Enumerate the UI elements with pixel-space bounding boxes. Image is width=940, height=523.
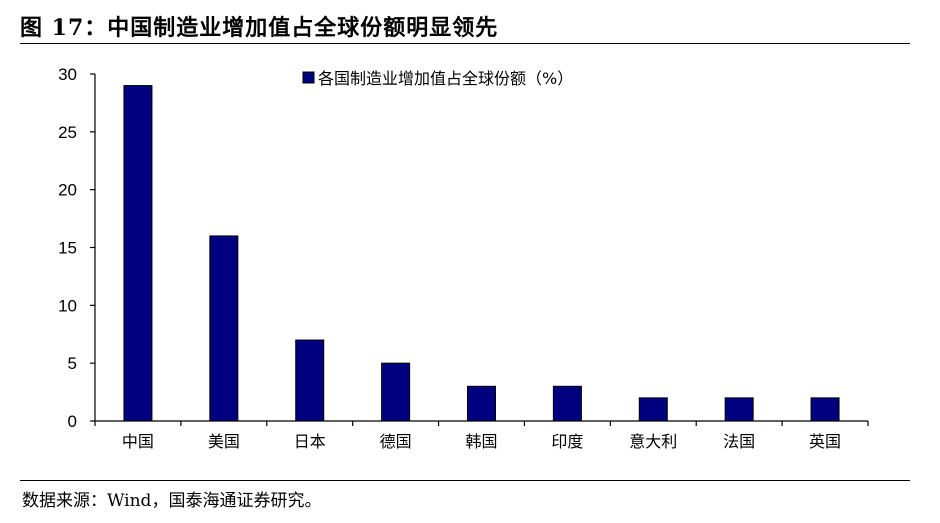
x-tick-label: 法国 (723, 432, 755, 451)
x-tick-label: 德国 (380, 432, 412, 451)
y-tick-label: 10 (58, 296, 77, 315)
bar (552, 385, 582, 422)
x-tick-label: 美国 (208, 432, 240, 451)
x-tick-label: 意大利 (629, 432, 677, 451)
x-tick-label: 日本 (294, 432, 326, 451)
title-rule (20, 43, 910, 44)
x-tick-label: 英国 (809, 432, 841, 451)
bar (209, 235, 239, 422)
legend-label: 各国制造业增加值占全球份额（%） (318, 69, 573, 88)
bar-series (123, 85, 840, 422)
x-axis: 中国 美国 日本 德国 韩国 印度 意大利 法国 英国 (94, 420, 869, 451)
legend: 各国制造业增加值占全球份额（%） (302, 69, 573, 88)
source-note: 数据来源：Wind，国泰海通证券研究。 (22, 491, 322, 511)
source-rule (20, 480, 910, 481)
bar (810, 397, 840, 422)
y-tick-label: 25 (58, 123, 77, 142)
figure-title: 图 17：中国制造业增加值占全球份额明显领先 (20, 15, 499, 41)
bar (381, 362, 411, 422)
x-tick-label: 中国 (122, 432, 154, 451)
bar (638, 397, 668, 422)
bar (295, 339, 325, 422)
x-tick-label: 印度 (551, 432, 583, 451)
bar (724, 397, 754, 422)
bar (123, 85, 153, 422)
y-tick-label: 0 (68, 412, 77, 431)
bar (467, 385, 496, 422)
y-tick-label: 15 (58, 239, 77, 258)
y-tick-label: 5 (68, 354, 77, 373)
x-tick-label: 韩国 (465, 432, 497, 451)
y-axis: 0 5 10 15 20 25 30 (58, 65, 96, 431)
y-tick-label: 30 (58, 65, 77, 84)
legend-swatch (302, 71, 315, 84)
y-tick-label: 20 (58, 181, 77, 200)
